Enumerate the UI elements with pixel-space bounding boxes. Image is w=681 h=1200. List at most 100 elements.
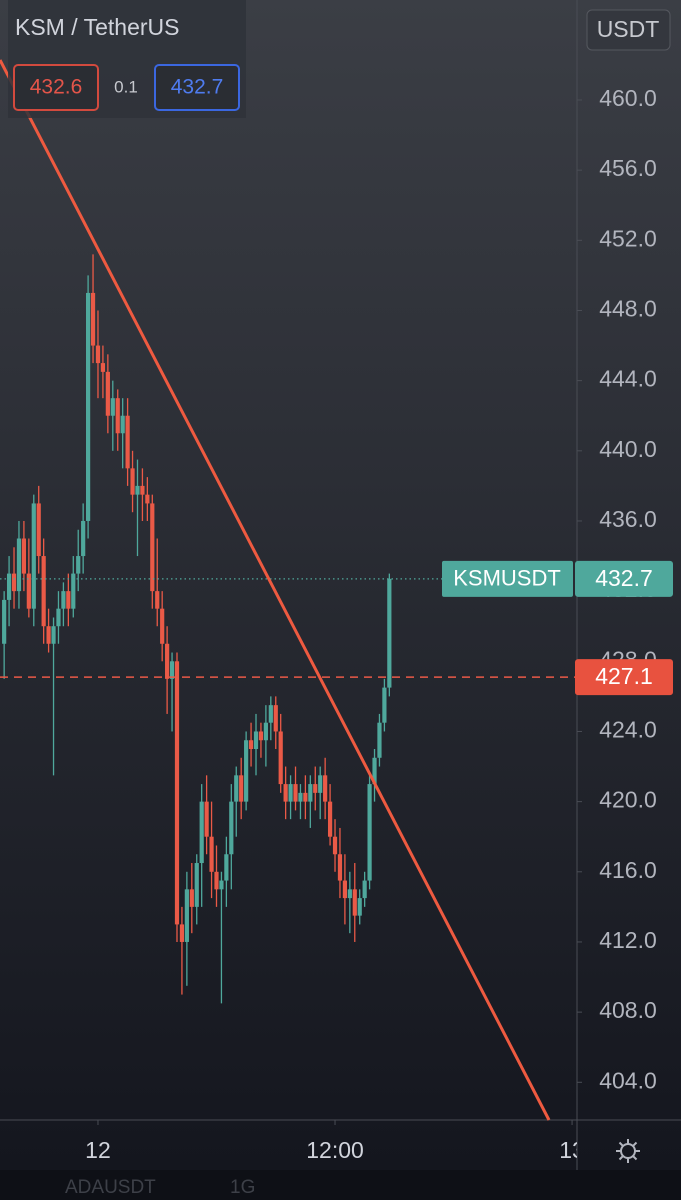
candle-body	[130, 468, 135, 495]
candle-body	[95, 345, 101, 364]
candle-body	[56, 608, 61, 627]
y-tick-label: 448.0	[599, 296, 657, 322]
y-tick-label: 440.0	[599, 436, 657, 462]
y-tick-label: 436.0	[599, 506, 657, 532]
settings-icon-teeth	[616, 1139, 640, 1163]
plot-area	[0, 254, 577, 1004]
candle-body	[332, 836, 338, 855]
candle-body	[150, 503, 155, 592]
candle-body	[81, 520, 86, 557]
candle-body	[278, 731, 283, 785]
spread: 0.1	[114, 77, 138, 96]
candle-body	[179, 924, 185, 942]
last-price-box	[575, 560, 673, 597]
bid: 432.6	[30, 76, 83, 99]
candle-body	[26, 573, 31, 609]
x-tick-label: 12	[85, 1137, 111, 1163]
candle-body	[244, 740, 249, 802]
footer-symbol: ADAUSDT	[65, 1177, 156, 1198]
footer-strip	[0, 1170, 681, 1200]
symbol-label-box	[442, 560, 573, 597]
candle-body	[239, 775, 244, 802]
candle-body	[352, 889, 357, 916]
candle-body	[234, 775, 239, 802]
candle-body	[219, 880, 224, 890]
candle-body	[189, 889, 194, 907]
candle-body	[293, 784, 298, 802]
candle-body	[347, 889, 352, 899]
y-tick-label: 460.0	[599, 85, 657, 111]
ask-box[interactable]	[154, 64, 240, 111]
candle-body	[140, 485, 145, 495]
y-tick-label: 452.0	[599, 225, 657, 251]
candle-body	[357, 898, 362, 916]
y-tick-label: 412.0	[599, 927, 657, 953]
symbol-label: KSMUSDT	[453, 566, 561, 591]
x-tick-label: 12:00	[306, 1137, 364, 1163]
candle-body	[115, 398, 120, 434]
candle-body	[303, 792, 308, 802]
y-tick-label: 420.0	[599, 787, 657, 813]
candle-body	[313, 784, 318, 793]
x-tick-label: 13	[559, 1137, 585, 1163]
candle-body	[169, 661, 175, 679]
settings-button[interactable]	[616, 1139, 640, 1163]
candle-body	[36, 503, 41, 557]
candle-body	[248, 740, 254, 750]
candle-body	[224, 854, 229, 881]
candle-body	[86, 292, 91, 521]
ask: 432.7	[171, 76, 224, 99]
currency-button[interactable]	[586, 9, 671, 51]
footer-interval: 1G	[230, 1177, 255, 1198]
candle-body	[268, 705, 273, 723]
bid-box[interactable]	[13, 64, 99, 111]
candle-body	[323, 775, 328, 802]
alert-label-box	[575, 659, 673, 696]
candle-body	[61, 591, 66, 609]
candle-body	[145, 494, 150, 504]
candle-body	[327, 801, 333, 837]
candle-body	[51, 626, 56, 644]
candle-body	[2, 599, 7, 644]
candle-body	[283, 784, 288, 802]
candle-body	[263, 722, 268, 741]
y-tick-label: 456.0	[599, 155, 657, 181]
candle-body	[105, 371, 110, 416]
candle-body	[229, 801, 234, 855]
y-tick-label: 444.0	[599, 366, 657, 392]
candle-body	[120, 415, 125, 434]
candle-body	[273, 705, 278, 732]
candle-body	[16, 538, 22, 592]
candle-body	[298, 792, 303, 802]
candle-body	[367, 784, 372, 881]
chart-title: KSM / TetherUS	[15, 14, 179, 40]
alert-label: 427.1	[595, 663, 653, 689]
candle-body	[318, 775, 323, 793]
candle-body	[342, 880, 347, 899]
candle-body	[372, 757, 377, 785]
x-axis: 12 12:00 13	[85, 1120, 585, 1163]
candle-body	[90, 292, 96, 346]
y-tick-label: 404.0	[599, 1067, 657, 1093]
candle-body	[125, 415, 130, 469]
candle-body	[204, 801, 209, 837]
y-tick-label: 424.0	[599, 717, 657, 743]
candle-body	[165, 643, 170, 679]
candle-body	[288, 784, 293, 802]
candle-body	[382, 687, 387, 723]
candle-body	[155, 591, 160, 609]
candle-body	[174, 661, 180, 925]
candle-body	[41, 556, 46, 627]
candle-body	[209, 836, 214, 872]
candle-body	[21, 538, 27, 574]
candle-body	[46, 626, 51, 644]
candle-body	[11, 573, 17, 592]
candle-body	[199, 801, 204, 864]
candle-body	[337, 854, 343, 881]
candle-body	[135, 485, 140, 495]
last-price-label: 432.7	[595, 565, 653, 591]
candle-body	[387, 578, 392, 688]
candle-body	[6, 573, 12, 600]
candle-body	[110, 398, 115, 416]
